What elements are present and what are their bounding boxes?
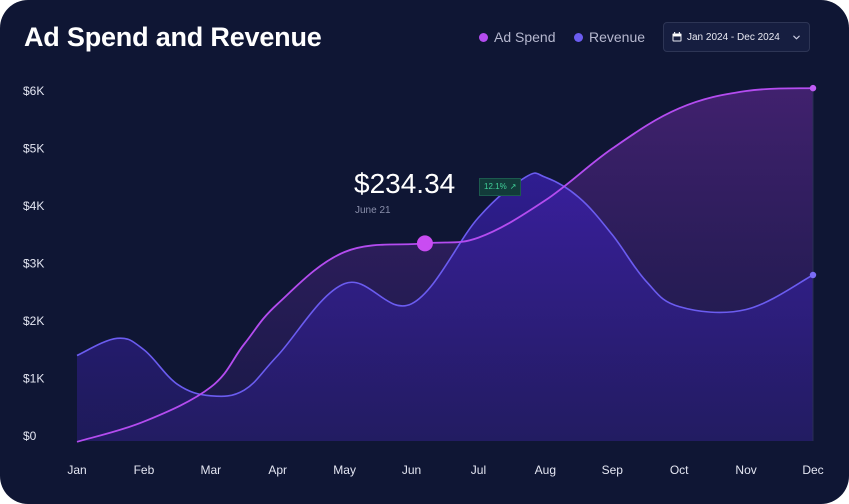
ad-spend-end-point[interactable] [809,84,817,92]
y-tick-label: $3K [23,257,44,271]
chart-markers [416,84,817,279]
y-tick-label: $5K [23,142,44,156]
x-tick-label: May [333,463,356,477]
revenue-end-point[interactable] [809,271,817,279]
legend-item-revenue[interactable]: Revenue [574,29,645,45]
date-range-label: Jan 2024 - Dec 2024 [687,31,780,43]
chart-title: Ad Spend and Revenue [24,22,322,52]
revenue-area [77,173,813,441]
ad-spend-legend-dot [479,32,488,42]
y-tick-label: $1K [23,372,44,386]
x-tick-label: Dec [802,463,823,477]
x-tick-label: Mar [200,463,221,477]
legend-item-ad-spend[interactable]: Ad Spend [479,29,556,45]
y-axis: $0 $1K $2K $3K $4K $5K $6K [23,84,44,443]
x-tick-label: Sep [602,463,624,477]
calendar-icon [672,32,682,42]
x-tick-label: Nov [735,463,756,477]
x-tick-label: Jan [67,463,86,477]
y-tick-label: $2K [23,314,44,328]
x-axis: Jan Feb Mar Apr May Jun Jul Aug Sep Oct Nov Dec [67,463,823,477]
y-tick-label: $6K [23,84,44,98]
highlight-point[interactable] [416,235,433,252]
y-tick-label: $4K [23,199,44,213]
trend-up-icon: ↗ [509,182,517,191]
revenue-legend-label: Revenue [589,29,646,45]
x-tick-label: Oct [670,463,689,477]
date-range-dropdown[interactable]: Jan 2024 - Dec 2024 [663,22,810,52]
change-badge-value: 12.1% [484,182,507,191]
x-tick-label: Feb [134,463,155,477]
ad-spend-legend-label: Ad Spend [494,29,556,45]
change-badge: 12.1% ↗ [479,178,522,196]
x-tick-label: Jul [471,463,486,477]
revenue-legend-dot [574,32,583,42]
revenue-line[interactable] [76,172,814,398]
tooltip-value: $234.34 [354,168,456,199]
chevron-down-icon [793,35,800,39]
x-tick-label: Aug [535,463,556,477]
tooltip-date: June 21 [355,205,391,216]
x-tick-label: Apr [268,463,287,477]
x-tick-label: Jun [402,463,421,477]
y-tick-label: $0 [23,429,37,443]
